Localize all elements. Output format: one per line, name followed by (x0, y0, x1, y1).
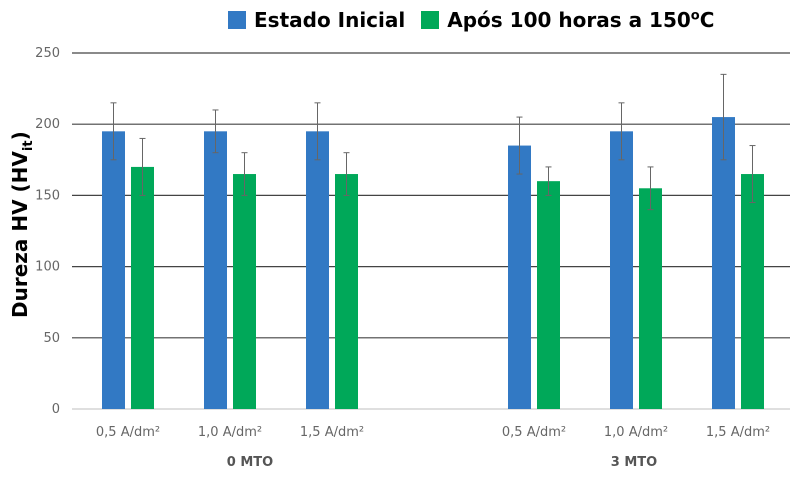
x-category-label: 1,5 A/dm² (706, 425, 770, 440)
x-group-label: 3 MTO (611, 455, 657, 470)
bar (335, 174, 358, 409)
bar (712, 117, 735, 409)
legend-label-estado-inicial: Estado Inicial (254, 8, 406, 32)
y-tick-label: 100 (35, 260, 60, 275)
x-group-label: 0 MTO (227, 455, 273, 470)
bar (639, 188, 662, 409)
legend-swatch-blue (228, 11, 246, 29)
bar (610, 131, 633, 409)
x-category-label: 0,5 A/dm² (502, 425, 566, 440)
bar (102, 131, 125, 409)
x-category-label: 0,5 A/dm² (96, 425, 160, 440)
legend-item-apos-100-horas: Após 100 horas a 150oC (421, 8, 714, 32)
y-tick-label: 200 (35, 117, 60, 132)
bar (306, 131, 329, 409)
legend-item-estado-inicial: Estado Inicial (228, 8, 405, 32)
x-category-label: 1,0 A/dm² (198, 425, 262, 440)
bar (508, 145, 531, 409)
legend-label-apos-100-horas: Após 100 horas a 150oC (447, 8, 715, 32)
bar (741, 174, 764, 409)
bar (537, 181, 560, 409)
y-tick-label: 0 (52, 402, 60, 417)
y-tick-label: 250 (35, 46, 60, 61)
y-tick-label: 50 (43, 331, 60, 346)
y-tick-label: 150 (35, 188, 60, 203)
legend-swatch-green (421, 11, 440, 29)
legend: Estado Inicial Após 100 horas a 150oC (228, 8, 730, 32)
bar (131, 166, 154, 409)
bar (233, 174, 256, 409)
bar (204, 131, 227, 409)
x-category-label: 1,0 A/dm² (604, 425, 668, 440)
x-category-label: 1,5 A/dm² (300, 425, 364, 440)
